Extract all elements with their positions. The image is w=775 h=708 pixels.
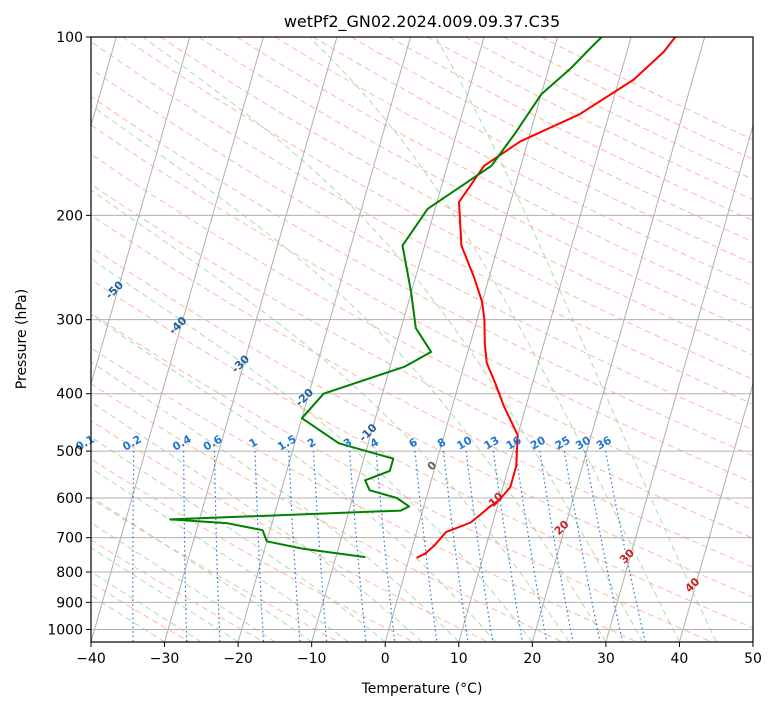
y-tick-label: 800	[56, 565, 83, 581]
x-tick-label: −20	[223, 651, 253, 667]
x-axis: −40 −30 −20 −10 0 10 20 30 40 50	[76, 642, 762, 667]
dry-adiabat-line	[91, 582, 190, 642]
x-tick-label: 20	[523, 651, 541, 667]
x-tick-label: 0	[381, 651, 390, 667]
y-tick-label: 100	[56, 30, 83, 46]
dry-adiabat-line	[91, 420, 489, 642]
isobars	[91, 37, 753, 630]
mixing-ratio-line	[288, 451, 301, 642]
x-tick-label: 40	[671, 651, 689, 667]
moist-adiabat-line	[91, 361, 460, 642]
plot-frame	[90, 36, 754, 643]
mixing-ratio-line	[183, 451, 188, 642]
x-tick-label: −10	[297, 651, 327, 667]
dry-adiabat-line	[91, 539, 265, 642]
mixing-ratio-line	[213, 451, 221, 642]
moist-adiabat-line	[308, 37, 680, 642]
mixing-ratio-line	[349, 451, 367, 642]
x-tick-label: 30	[597, 651, 615, 667]
moist-adiabat-line	[91, 104, 607, 642]
dry-adiabat-line	[91, 246, 753, 598]
isotherm-line	[164, 37, 338, 642]
y-axis: 100 200 300 400 500 600 700 800 900 1000	[47, 30, 91, 638]
dry-adiabat-line	[91, 214, 753, 568]
isotherm-line	[311, 37, 485, 642]
profile-series	[169, 37, 677, 559]
mixing-ratio-line	[442, 451, 469, 642]
isotherm-line	[678, 381, 753, 642]
y-tick-label: 700	[56, 531, 83, 547]
y-tick-label: 500	[56, 444, 83, 460]
x-tick-label: 50	[744, 651, 762, 667]
moist-adiabat-line	[91, 189, 570, 642]
mixing-ratio-line	[414, 451, 438, 642]
y-tick-label: 300	[56, 313, 83, 329]
mixing-ratio-line	[254, 451, 265, 642]
mixing-ratio-line	[312, 451, 328, 642]
moist-adiabat-line	[142, 37, 644, 642]
isotherms	[91, 37, 753, 642]
moist-adiabat-line	[435, 37, 717, 642]
isotherm-line	[458, 37, 632, 642]
x-tick-label: 10	[450, 651, 468, 667]
moist-adiabat-line	[91, 467, 349, 642]
y-axis-title: Pressure (hPa)	[14, 289, 30, 389]
y-tick-label: 900	[56, 595, 83, 611]
temperature-profile-line	[416, 37, 677, 559]
mixing-ratio-line	[492, 451, 524, 642]
mixing-ratio-line	[375, 451, 396, 642]
moist-adiabat-line	[91, 314, 496, 642]
y-tick-label: 200	[56, 208, 83, 224]
dry-adiabat-line	[91, 383, 563, 642]
dry-adiabat-line	[91, 278, 753, 629]
moist-adiabat-line	[91, 401, 423, 642]
y-tick-label: 1000	[47, 622, 83, 638]
mixing-ratio-line	[132, 451, 135, 642]
x-tick-label: −40	[76, 651, 106, 667]
moist-adiabat-line	[91, 257, 533, 642]
isotherm-line	[91, 37, 191, 386]
dry-adiabat-line	[91, 312, 712, 642]
isotherm-line	[531, 37, 706, 642]
dry-adiabat-line	[91, 153, 753, 511]
y-tick-label: 600	[56, 491, 83, 507]
dry-adiabat-line	[91, 183, 753, 539]
dewpoint-profile-line	[169, 37, 603, 559]
x-tick-label: −30	[150, 651, 180, 667]
mixing-ratio-line	[465, 451, 494, 642]
x-axis-title: Temperature (°C)	[361, 681, 483, 697]
chart-title: wetPf2_GN02.2024.009.09.37.C35	[284, 12, 560, 32]
isotherm-line	[605, 123, 753, 642]
isotherm-line	[91, 37, 264, 642]
mixing-ratio-lines	[132, 450, 646, 642]
y-tick-label: 400	[56, 387, 83, 403]
